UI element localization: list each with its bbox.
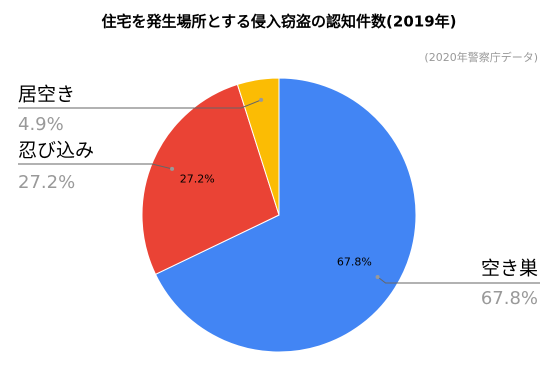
leader-line: [18, 163, 173, 170]
leader-line: [377, 276, 540, 284]
legend-value: 67.8%: [481, 288, 538, 309]
slice-label: 27.2%: [180, 173, 215, 186]
legend-value: 4.9%: [18, 114, 64, 135]
legend-value: 27.2%: [18, 172, 75, 193]
leader-dot: [170, 166, 175, 171]
pie-slice: [236, 77, 280, 216]
leader-dot: [259, 97, 264, 102]
legend-label: 忍び込み: [18, 140, 94, 162]
chart-title: 住宅を発生場所とする侵入窃盗の認知件数(2019年): [101, 13, 456, 31]
legend-label: 居空き: [18, 84, 75, 106]
legend-label: 空き巣: [481, 258, 538, 280]
pie-slice: [141, 83, 280, 276]
chart-subtitle: (2020年警察庁データ): [424, 50, 538, 64]
leader-line: [18, 99, 262, 109]
pie-slice: [154, 77, 417, 353]
slice-label: 67.8%: [337, 255, 372, 268]
leader-dot: [375, 274, 380, 279]
